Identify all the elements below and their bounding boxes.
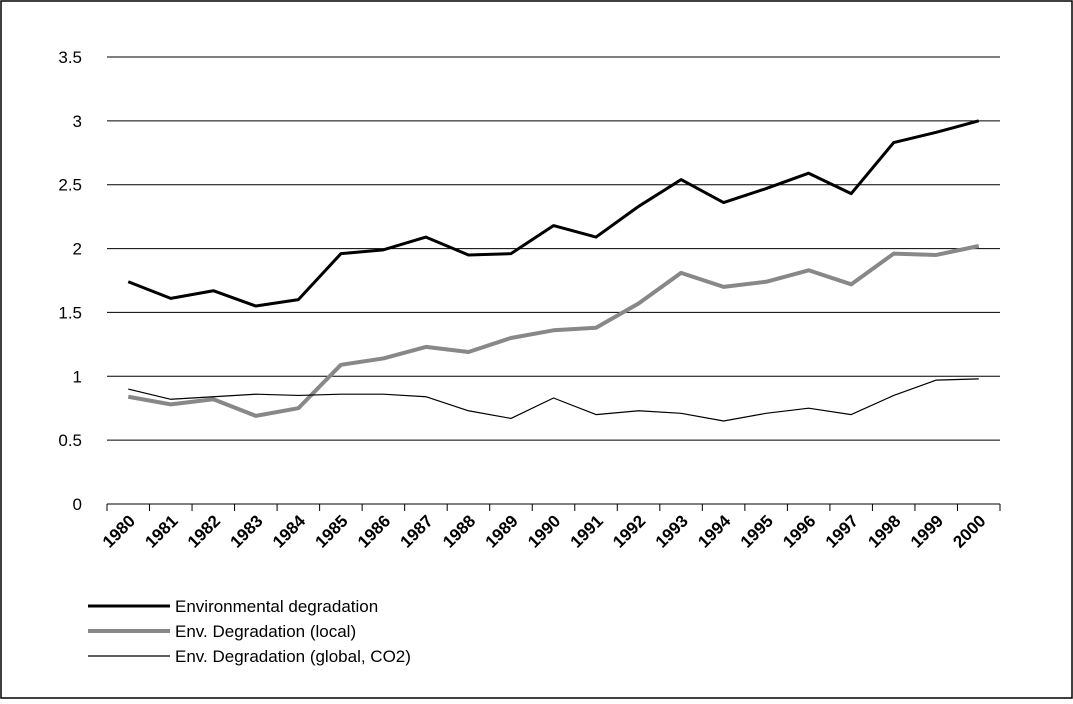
y-tick-label: 0	[73, 495, 82, 514]
series-line	[128, 378, 979, 422]
legend-label: Env. Degradation (local)	[175, 622, 356, 641]
y-tick-label: 3	[73, 112, 82, 131]
series-line	[127, 119, 980, 308]
y-tick-label: 2.5	[58, 176, 82, 195]
y-tick-label: 1	[73, 367, 82, 386]
series-line	[127, 244, 980, 418]
y-tick-label: 1.5	[58, 303, 82, 322]
y-tick-label: 3.5	[58, 48, 82, 67]
legend-label: Env. Degradation (global, CO2)	[175, 647, 411, 666]
y-tick-label: 0.5	[58, 431, 82, 450]
legend-label: Environmental degradation	[175, 597, 378, 616]
y-tick-label: 2	[73, 240, 82, 259]
